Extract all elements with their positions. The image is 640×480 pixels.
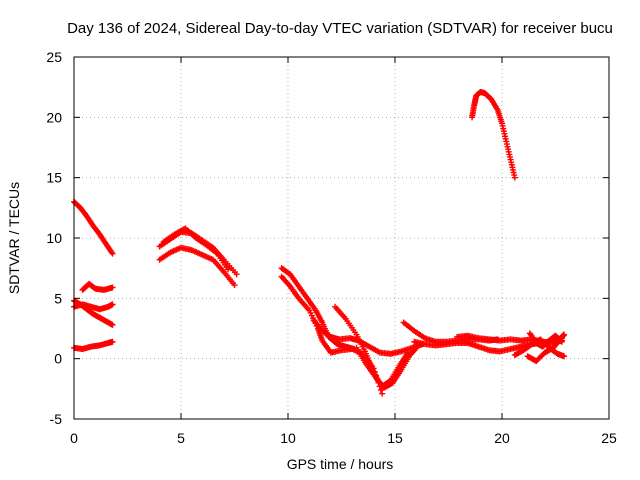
data-point [109, 321, 116, 328]
x-tick-label: 20 [494, 430, 510, 446]
series-arc-k [310, 317, 426, 357]
y-tick-label: 20 [46, 109, 62, 125]
data-point [231, 282, 238, 289]
data-point [109, 301, 116, 308]
series-arc-b [71, 297, 116, 328]
data-point [558, 338, 565, 345]
chart-title: Day 136 of 2024, Sidereal Day-to-day VTE… [67, 20, 613, 37]
data-point [511, 174, 518, 181]
data-point [109, 338, 116, 345]
data-point [225, 266, 232, 273]
x-axis-label: GPS time / hours [287, 456, 394, 472]
series-arc-h [160, 225, 232, 273]
data-layer [71, 88, 568, 397]
series-arc-s [526, 330, 565, 350]
y-tick-label: 5 [54, 290, 62, 306]
data-point [558, 337, 565, 344]
y-axis: -5 0 5 10 15 20 25 [46, 49, 609, 427]
x-tick-label: 5 [177, 430, 185, 446]
y-axis-label: SDTVAR / TECUs [6, 182, 22, 294]
series-arc-m [353, 344, 411, 390]
y-tick-label: 10 [46, 230, 62, 246]
series-arc-d [79, 280, 116, 293]
y-tick-label: 0 [54, 351, 62, 367]
data-point [413, 344, 420, 351]
data-point [412, 345, 419, 352]
series-arc-t [469, 88, 518, 181]
series-arc-c [71, 301, 116, 313]
series-arc-e [71, 338, 116, 353]
series-arc-a [71, 198, 116, 257]
data-point [109, 284, 116, 291]
grid [74, 57, 609, 419]
x-tick-label: 0 [70, 430, 78, 446]
x-tick-label: 10 [280, 430, 296, 446]
data-point [561, 353, 568, 360]
data-point [379, 390, 386, 397]
data-point [109, 250, 116, 257]
y-tick-label: 15 [46, 170, 62, 186]
data-point [404, 349, 411, 356]
series-arc-f [156, 244, 238, 289]
y-tick-label: -5 [50, 411, 63, 427]
data-point [561, 331, 568, 338]
x-tick-label: 25 [601, 430, 617, 446]
data-point [377, 387, 384, 394]
y-tick-label: 25 [46, 49, 62, 65]
x-tick-label: 15 [387, 430, 403, 446]
x-axis: 0 5 10 15 20 25 [70, 57, 617, 446]
data-point [233, 271, 240, 278]
